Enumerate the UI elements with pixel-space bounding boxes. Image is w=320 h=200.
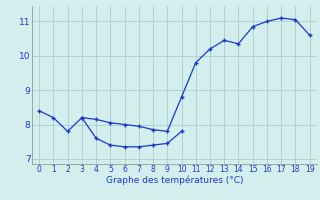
X-axis label: Graphe des températures (°C): Graphe des températures (°C) [106, 176, 243, 185]
